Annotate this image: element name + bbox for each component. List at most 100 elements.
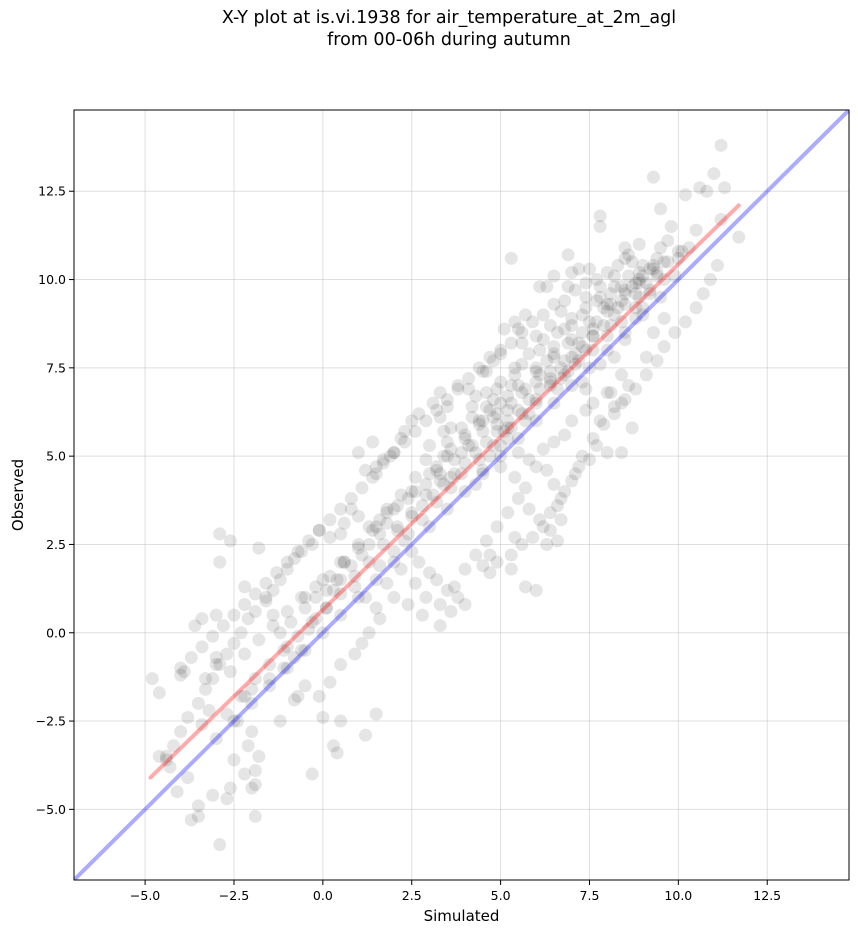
data-point (561, 364, 575, 378)
data-point (565, 265, 579, 279)
data-point (689, 301, 703, 315)
data-point (348, 580, 362, 594)
data-point (483, 449, 497, 463)
data-point (636, 258, 650, 272)
data-point (533, 382, 547, 396)
data-point (586, 329, 600, 343)
data-point (398, 534, 412, 548)
data-point (661, 234, 675, 248)
data-point (476, 414, 490, 428)
plot-frame (73, 109, 850, 881)
data-point (351, 541, 365, 555)
data-point (248, 587, 262, 601)
data-point (632, 237, 646, 251)
data-point (216, 619, 230, 633)
data-point (469, 548, 483, 562)
data-point (558, 294, 572, 308)
data-point (501, 421, 515, 435)
data-point (327, 739, 341, 753)
data-point (504, 379, 518, 393)
data-point (206, 629, 220, 643)
data-point (312, 523, 326, 537)
data-point (529, 583, 543, 597)
data-point (245, 781, 259, 795)
data-point (469, 446, 483, 460)
data-point (209, 658, 223, 672)
data-point (387, 555, 401, 569)
data-point (319, 601, 333, 615)
data-point (462, 382, 476, 396)
data-point (415, 608, 429, 622)
data-point (550, 534, 564, 548)
data-point (319, 601, 333, 615)
data-point (337, 555, 351, 569)
data-point (540, 537, 554, 551)
data-point (490, 382, 504, 396)
data-point (654, 241, 668, 255)
data-point (458, 428, 472, 442)
data-point (437, 449, 451, 463)
data-point (604, 386, 618, 400)
data-point (387, 590, 401, 604)
data-point (238, 597, 252, 611)
data-point (625, 421, 639, 435)
data-point (280, 661, 294, 675)
data-point (636, 301, 650, 315)
data-point (572, 262, 586, 276)
data-point (600, 446, 614, 460)
data-point (611, 258, 625, 272)
data-point (508, 470, 522, 484)
data-point (412, 555, 426, 569)
data-point (248, 764, 262, 778)
data-point (152, 749, 166, 763)
data-point (618, 326, 632, 340)
data-point (462, 371, 476, 385)
data-point (629, 301, 643, 315)
data-point (540, 463, 554, 477)
data-point (579, 290, 593, 304)
data-point (234, 689, 248, 703)
data-point (323, 569, 337, 583)
data-point (295, 545, 309, 559)
data-point (547, 477, 561, 491)
data-point (263, 672, 277, 686)
data-point (543, 379, 557, 393)
data-point (511, 322, 525, 336)
x-tick-label: 2.5 (402, 888, 422, 903)
data-point (263, 679, 277, 693)
data-point (593, 290, 607, 304)
data-point (302, 622, 316, 636)
data-point (440, 449, 454, 463)
data-point (554, 492, 568, 506)
data-point (231, 714, 245, 728)
data-point (280, 555, 294, 569)
data-point (494, 347, 508, 361)
data-point (636, 269, 650, 283)
data-point (533, 513, 547, 527)
data-point (550, 382, 564, 396)
data-point (565, 318, 579, 332)
data-point (550, 326, 564, 340)
data-point (547, 350, 561, 364)
data-point (447, 580, 461, 594)
data-point (582, 453, 596, 467)
data-point (248, 778, 262, 792)
x-tick-label: 5.0 (491, 888, 511, 903)
data-point (614, 396, 628, 410)
data-point (508, 530, 522, 544)
data-point (213, 838, 227, 852)
data-point (362, 626, 376, 640)
data-point (355, 548, 369, 562)
data-point (376, 453, 390, 467)
data-point (618, 393, 632, 407)
data-point (209, 608, 223, 622)
data-point (486, 439, 500, 453)
data-point (444, 481, 458, 495)
data-point (273, 626, 287, 640)
data-point (334, 714, 348, 728)
data-point (348, 647, 362, 661)
data-point (430, 463, 444, 477)
data-point (220, 792, 234, 806)
data-point (657, 340, 671, 354)
data-point (238, 689, 252, 703)
